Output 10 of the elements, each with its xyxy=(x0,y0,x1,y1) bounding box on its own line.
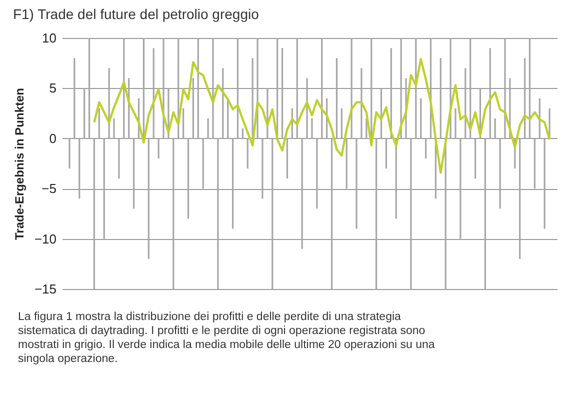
y-tick-label: 10 xyxy=(42,30,56,46)
y-tick-label: 0 xyxy=(49,130,56,146)
line-series xyxy=(93,58,551,174)
y-tick-label: −10 xyxy=(34,231,56,246)
text: La figura 1 mostra la distribuzione dei profitti e delle perdite di una strategia sistematica di daytrading. I profitti e le perdite di ogni operazione registrata sono mostrati in grigio. Il verde indica la media mobile delle ultime 20 operazioni su una singola operazione. xyxy=(18,311,436,365)
y-axis-title: Trade-Ergebnis in Punkten xyxy=(12,88,26,240)
y-tick-label: 5 xyxy=(49,80,56,96)
y-tick-label: −15 xyxy=(34,282,56,296)
y-tick-label: −5 xyxy=(42,181,56,196)
chart-title: F1) Trade del future del petrolio greggio xyxy=(12,6,260,22)
